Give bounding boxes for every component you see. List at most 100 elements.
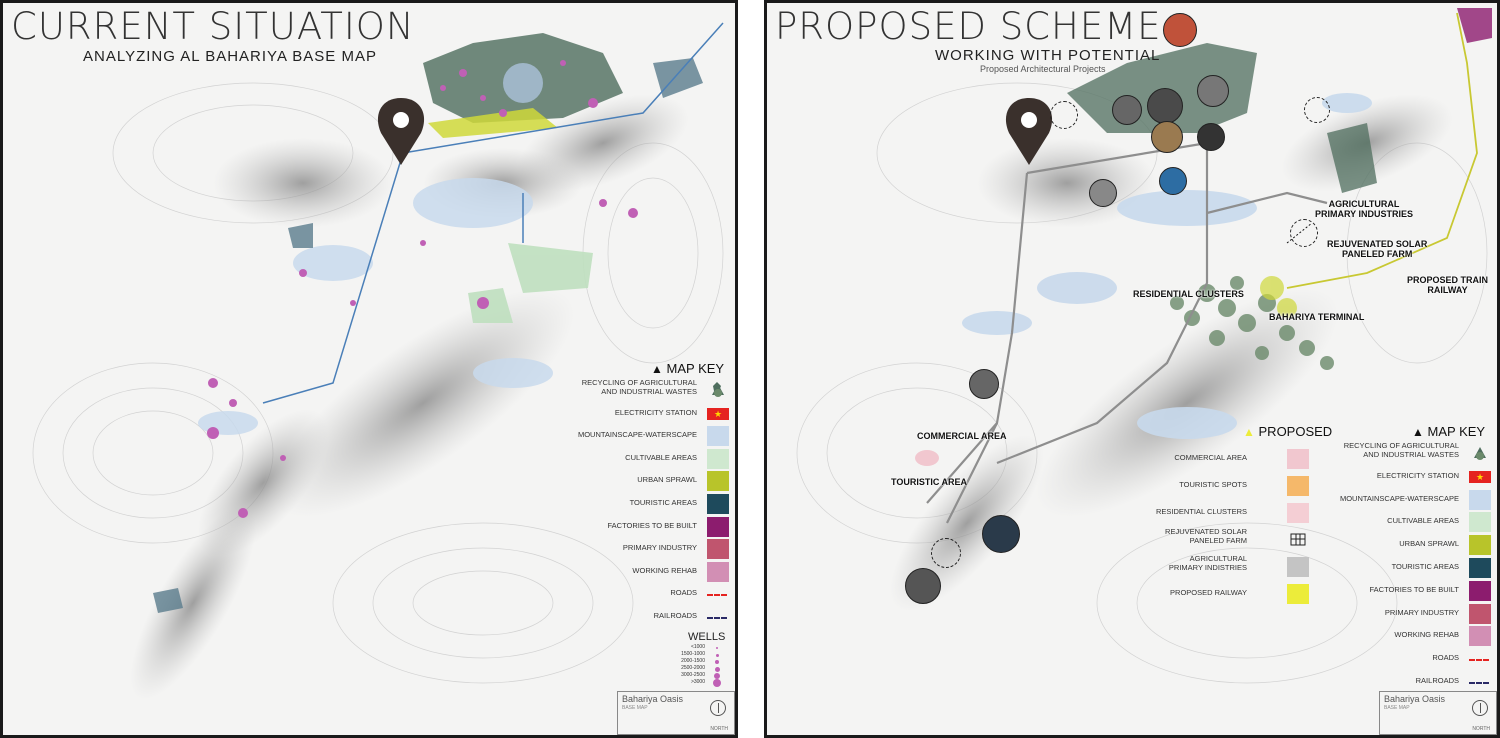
current-situation-panel: CURRENT SITUATION ANALYZING AL BAHARIYA … [0,0,738,738]
key-label-working-rehab: WORKING REHAB [1394,630,1459,640]
contour-lines [32,82,724,684]
project-photo [1151,121,1183,153]
wells-label: 3000-2500 [681,672,705,678]
recycle-icon [1469,444,1491,464]
key-swatch-railroads [1469,682,1489,684]
placeholder-photo [1290,219,1318,247]
project-photo [1112,95,1142,125]
proposed-location-pin [1005,98,1053,165]
project-photo [1089,179,1117,207]
key-label-rejuvenated-solar-paneled-farm: REJUVENATED SOLAR PANELED FARM [1165,527,1247,545]
placeholder-photo [1050,101,1078,129]
north-arrow-icon [710,700,726,716]
key-label-cultivable-areas: CULTIVABLE AREAS [625,452,697,462]
cultivable-areas [468,243,593,323]
north-label: NORTH [1472,726,1490,732]
label-terminal: BAHARIYA TERMINAL [1269,312,1365,322]
key-swatch-urban-sprawl [707,471,729,492]
north-label: NORTH [710,726,728,732]
page-subtitle: WORKING WITH POTENTIAL [935,47,1161,64]
basemap-title: Bahariya Oasis [1384,694,1446,704]
well-dots [207,60,638,518]
key-swatch-factories-to-be-built [1469,580,1491,601]
key-label-primary-industry: PRIMARY INDUSTRY [1384,607,1459,617]
well-size-dot [713,679,721,687]
well-size-dot [716,647,718,649]
label-agricultural: AGRICULTURAL PRIMARY INDUSTRIES [1315,199,1414,220]
key-label-railroads: RAILROADS [653,611,697,620]
project-photo [1159,167,1187,195]
key-swatch-railroads [707,617,727,619]
key-label-touristic-areas: TOURISTIC AREAS [629,498,697,507]
key-label-railroads: RAILROADS [1415,676,1459,685]
factory-spot [1457,8,1492,43]
key-label-recycling-of-agricultural-and-industrial-wastes: RECYCLING OF AGRICULTURAL AND INDUSTRIAL… [1343,441,1459,459]
key-swatch-factories-to-be-built [707,516,729,537]
project-photo [905,568,941,604]
project-photo [1147,88,1183,124]
key-label-agricultural-primary-indistries: AGRICULTURAL PRIMARY INDISTRIES [1168,554,1247,572]
key-label-cultivable-areas: CULTIVABLE AREAS [1387,516,1459,526]
key-label-primary-industry: PRIMARY INDUSTRY [622,543,697,553]
urban-sprawl [428,108,558,138]
project-photo [1197,75,1229,107]
current-location-pin [377,98,425,165]
residential-clusters [1170,276,1334,370]
key-label-mountainscape-waterscape: MOUNTAINSCAPE-WATERSCAPE [577,430,697,440]
basemap-subtitle: BASE MAP [1384,705,1410,711]
star-icon: ★ [1469,470,1491,483]
vegetation [153,33,703,613]
key-label-roads: ROADS [670,588,697,598]
page-title: PROPOSED SCHEME [775,5,1162,48]
project-photo [969,369,999,399]
basemap-subtitle: BASE MAP [622,705,648,711]
key-swatch-working-rehab [707,561,729,582]
key-label-urban-sprawl: URBAN SPRAWL [637,475,697,485]
label-train-railway: PROPOSED TRAIN RAILWAY [1407,275,1489,296]
key-label-proposed-railway: PROPOSED RAILWAY [1170,588,1247,597]
key-swatch-touristic-areas [1469,558,1491,578]
key-label-residential-clusters: RESIDENTIAL CLUSTERS [1156,507,1247,516]
label-residential: RESIDENTIAL CLUSTERS [1133,289,1244,299]
wells-label: <1000 [690,644,705,650]
map-key-heading: ▲ MAP KEY [651,361,725,376]
star-icon: ★ [707,407,729,420]
well-size-dot [715,660,719,664]
well-size-dot [714,666,720,672]
label-solar-farm: REJUVENATED SOLAR PANELED FARM [1327,239,1428,260]
page-subtitle: ANALYZING AL BAHARIYA BASE MAP [83,48,377,65]
wells-heading: WELLS [688,631,726,643]
basemap-title: Bahariya Oasis [622,694,684,704]
label-touristic: TOURISTIC AREA [891,477,968,487]
commercial-area [915,450,939,466]
key-swatch-roads [1469,659,1489,662]
proposed-scheme-panel: PROPOSED SCHEME WORKING WITH POTENTIAL P… [764,0,1500,738]
key-label-mountainscape-waterscape: MOUNTAINSCAPE-WATERSCAPE [1339,493,1459,503]
placeholder-photo [931,538,961,568]
key-swatch-primary-industry [707,539,729,560]
key-label-urban-sprawl: URBAN SPRAWL [1399,539,1459,549]
key-label-touristic-spots: TOURISTIC SPOTS [1179,480,1247,489]
roads [262,22,724,404]
waterscape [198,178,553,435]
key-swatch-touristic-spots [1287,476,1309,496]
key-swatch-mountainscape-waterscape [707,426,729,447]
page-title: CURRENT SITUATION [11,5,415,48]
key-swatch-mountainscape-waterscape [1469,489,1491,510]
current-situation-map [32,22,724,700]
basemap-title-block: Bahariya Oasis BASE MAP NORTH [1379,691,1497,735]
map-key-heading: ▲ MAP KEY [1412,424,1486,439]
proposed-key-heading: ▲ PROPOSED [1243,424,1333,439]
north-arrow-icon [1472,700,1488,716]
key-label-factories-to-be-built: FACTORIES TO BE BUILT [1369,584,1459,594]
wells-label: 2000-1500 [681,658,705,664]
key-label-electricity-station: ELECTRICITY STATION [614,407,697,417]
placeholder-photo [1304,97,1330,123]
well-size-dot [714,673,720,679]
key-swatch-proposed-railway [1287,584,1309,604]
recycle-icon [707,381,729,401]
key-label-factories-to-be-built: FACTORIES TO BE BUILT [607,520,697,530]
label-commercial: COMMERCIAL AREA [917,431,1007,441]
wells-label: 1500-1000 [681,651,705,657]
key-swatch-working-rehab [1469,626,1491,647]
